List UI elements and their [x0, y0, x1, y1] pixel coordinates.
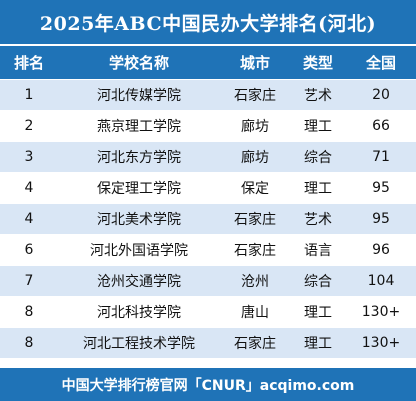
cell-national: 20: [372, 87, 390, 103]
table-row: 3 河北东方学院 廊坊 综合 71: [0, 142, 416, 173]
cell-type: 综合: [304, 274, 332, 290]
table-row: 4 保定理工学院 保定 理工 95: [0, 173, 416, 204]
cell-city: 廊坊: [241, 150, 269, 166]
cell-city: 石家庄: [234, 88, 276, 104]
table-row: 1 河北传媒学院 石家庄 艺术 20: [0, 80, 416, 111]
cell-national: 71: [372, 149, 390, 165]
cell-rank: 4: [24, 180, 34, 196]
cell-school: 河北外国语学院: [90, 243, 188, 259]
cell-type: 理工: [304, 305, 332, 321]
header-city: 城市: [239, 54, 270, 72]
cell-city: 廊坊: [241, 119, 269, 135]
cell-type: 艺术: [304, 212, 332, 228]
page-title: 2025年ABC中国民办大学排名(河北): [0, 0, 416, 44]
table-row: 6 河北外国语学院 石家庄 语言 96: [0, 235, 416, 266]
cell-type: 语言: [304, 243, 332, 259]
cell-rank: 4: [24, 211, 34, 227]
cell-city: 石家庄: [234, 243, 276, 259]
table-row: 7 沧州交通学院 沧州 综合 104: [0, 266, 416, 297]
table-row: 2 燕京理工学院 廊坊 理工 66: [0, 111, 416, 142]
cell-type: 理工: [304, 181, 332, 197]
header-rank: 排名: [13, 54, 44, 72]
cell-school: 燕京理工学院: [97, 119, 181, 135]
cell-rank: 6: [24, 242, 34, 258]
table-header-row: 排名 学校名称 城市 类型 全国: [0, 46, 416, 80]
cell-national: 130+: [361, 335, 401, 351]
cell-city: 石家庄: [234, 212, 276, 228]
cell-national: 130+: [361, 304, 401, 320]
cell-rank: 7: [24, 273, 34, 289]
cell-national: 96: [372, 242, 390, 258]
cell-city: 沧州: [241, 274, 269, 290]
table-row: 8 河北科技学院 唐山 理工 130+: [0, 297, 416, 328]
cell-school: 河北东方学院: [97, 150, 181, 166]
cell-school: 河北美术学院: [97, 212, 181, 228]
cell-city: 唐山: [241, 305, 269, 321]
ranking-table: 排名 学校名称 城市 类型 全国 1 河北传媒学院 石家庄 艺术 20 2 燕京…: [0, 46, 416, 359]
cell-city: 保定: [241, 181, 269, 197]
cell-type: 理工: [304, 336, 332, 352]
cell-rank: 8: [24, 304, 34, 320]
table-row: 8 河北工程技术学院 石家庄 理工 130+: [0, 328, 416, 359]
cell-national: 66: [372, 118, 390, 134]
cell-national: 95: [372, 180, 390, 196]
footer-source: 中国大学排行榜官网「CNUR」acqimo.com: [0, 368, 416, 401]
cell-type: 艺术: [304, 88, 332, 104]
header-national: 全国: [365, 54, 396, 72]
cell-rank: 2: [24, 118, 34, 134]
cell-type: 综合: [304, 150, 332, 166]
cell-school: 河北科技学院: [97, 305, 181, 321]
cell-school: 保定理工学院: [97, 181, 181, 197]
cell-national: 104: [367, 273, 395, 289]
cell-rank: 8: [24, 335, 34, 351]
cell-type: 理工: [304, 119, 332, 135]
cell-school: 沧州交通学院: [97, 274, 181, 290]
cell-school: 河北工程技术学院: [83, 336, 195, 352]
cell-rank: 1: [24, 87, 34, 103]
cell-city: 石家庄: [234, 336, 276, 352]
header-type: 类型: [302, 54, 333, 72]
table-row: 4 河北美术学院 石家庄 艺术 95: [0, 204, 416, 235]
header-school: 学校名称: [108, 54, 169, 72]
cell-national: 95: [372, 211, 390, 227]
cell-school: 河北传媒学院: [97, 88, 181, 104]
cell-rank: 3: [24, 149, 34, 165]
